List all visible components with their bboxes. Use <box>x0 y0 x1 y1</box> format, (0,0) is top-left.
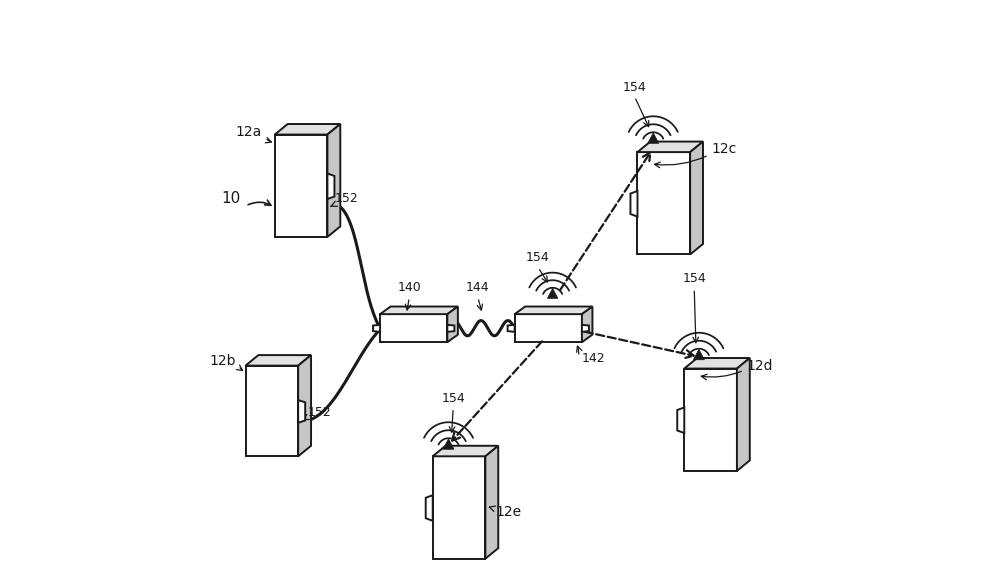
Polygon shape <box>443 439 454 449</box>
Polygon shape <box>677 407 684 433</box>
Text: 154: 154 <box>682 273 706 285</box>
Polygon shape <box>684 358 750 369</box>
Text: 12a: 12a <box>236 125 262 139</box>
Polygon shape <box>690 142 703 254</box>
Polygon shape <box>648 133 659 143</box>
Polygon shape <box>447 325 454 332</box>
Polygon shape <box>327 174 334 199</box>
Polygon shape <box>547 288 558 298</box>
Polygon shape <box>275 135 327 237</box>
Text: 154: 154 <box>623 81 646 94</box>
Polygon shape <box>515 307 592 314</box>
Polygon shape <box>630 191 637 216</box>
Polygon shape <box>298 400 305 423</box>
Polygon shape <box>447 307 458 342</box>
Polygon shape <box>582 325 589 332</box>
Text: 152: 152 <box>335 192 359 205</box>
Polygon shape <box>637 152 690 254</box>
Text: 12d: 12d <box>747 359 773 373</box>
Polygon shape <box>693 349 704 360</box>
Polygon shape <box>246 355 311 366</box>
Polygon shape <box>433 446 498 456</box>
Polygon shape <box>485 446 498 559</box>
Polygon shape <box>380 314 447 342</box>
Polygon shape <box>637 142 703 152</box>
Polygon shape <box>373 325 380 332</box>
Polygon shape <box>298 355 311 456</box>
Polygon shape <box>684 369 737 471</box>
Polygon shape <box>515 314 582 342</box>
Polygon shape <box>380 307 458 314</box>
Text: 140: 140 <box>397 281 421 294</box>
Text: 154: 154 <box>441 392 465 405</box>
Polygon shape <box>275 124 340 135</box>
Polygon shape <box>246 366 298 456</box>
Text: 12b: 12b <box>209 354 236 368</box>
Text: 10: 10 <box>221 191 241 207</box>
Text: 144: 144 <box>466 281 490 294</box>
Text: 154: 154 <box>526 252 550 264</box>
Text: 152: 152 <box>308 406 332 419</box>
Polygon shape <box>737 358 750 471</box>
Polygon shape <box>433 456 485 559</box>
Polygon shape <box>426 495 433 521</box>
Text: 12c: 12c <box>712 142 737 156</box>
Polygon shape <box>508 325 515 332</box>
Polygon shape <box>582 307 592 342</box>
Polygon shape <box>327 124 340 237</box>
Text: 142: 142 <box>582 352 606 364</box>
Text: 12e: 12e <box>495 505 521 519</box>
